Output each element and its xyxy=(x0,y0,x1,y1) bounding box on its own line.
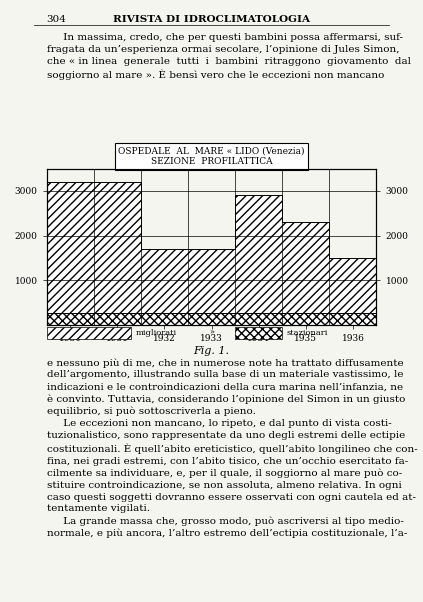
Text: Fig. 1.: Fig. 1. xyxy=(193,346,230,356)
Polygon shape xyxy=(47,326,132,338)
Text: In massima, credo, che per questi bambini possa affermarsi, suf-
fragata da un’e: In massima, credo, che per questi bambin… xyxy=(47,33,411,79)
Text: e nessuno più di me, che in numerose note ha trattato diffusamente
dell’argoment: e nessuno più di me, che in numerose not… xyxy=(47,358,417,539)
Text: »: » xyxy=(209,329,214,337)
Text: 304: 304 xyxy=(47,15,66,24)
Title: OSPEDALE  AL  MARE « LIDO (Venezia)
SEZIONE  PROFILATTICA: OSPEDALE AL MARE « LIDO (Venezia) SEZION… xyxy=(118,147,305,166)
Polygon shape xyxy=(47,313,376,325)
Text: RIVISTA DI IDROCLIMATOLOGIA: RIVISTA DI IDROCLIMATOLOGIA xyxy=(113,15,310,24)
Text: migliorati: migliorati xyxy=(136,329,177,337)
Polygon shape xyxy=(47,182,376,313)
Text: stazionari: stazionari xyxy=(287,329,328,337)
Polygon shape xyxy=(235,326,282,338)
